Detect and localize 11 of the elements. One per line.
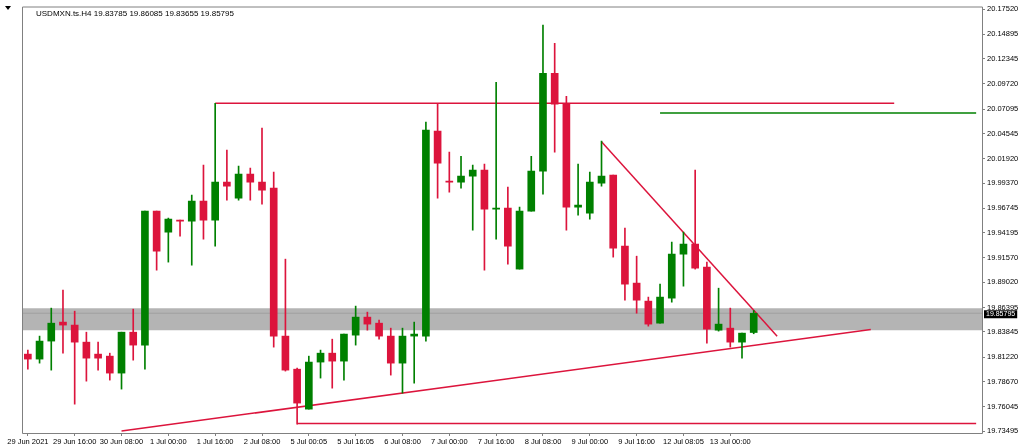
candlestick	[468, 164, 477, 231]
candlestick	[70, 310, 79, 405]
candlestick	[223, 149, 231, 201]
candlestick	[258, 127, 266, 205]
candlestick	[445, 151, 454, 193]
candlestick	[328, 338, 337, 389]
chart-title: USDMXN.ts.H4 19.83785 19.86085 19.83655 19.85795	[36, 8, 235, 18]
candlestick	[691, 169, 699, 270]
candlestick	[574, 163, 582, 216]
candlestick	[457, 155, 465, 189]
candlestick	[176, 219, 184, 237]
